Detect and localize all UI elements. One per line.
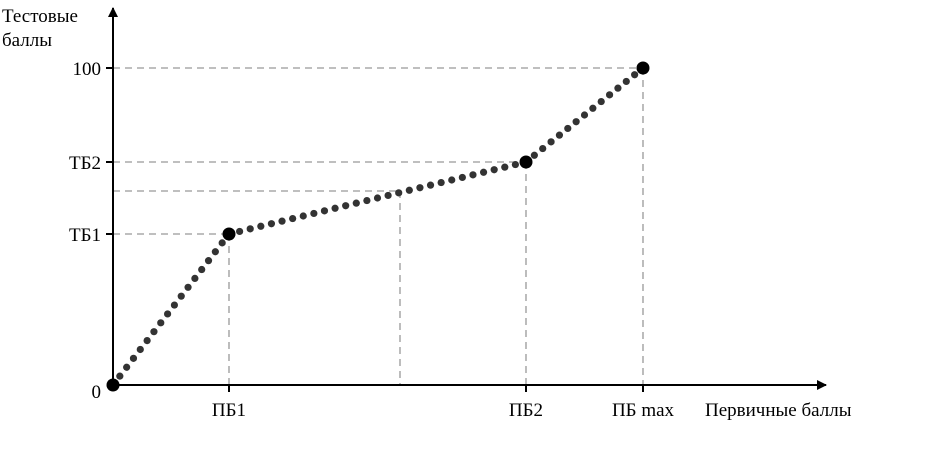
line-dot [184,283,192,291]
line-dot [267,220,276,228]
line-dot [170,301,179,309]
origin-label: 0 [92,382,102,403]
line-dot [257,222,265,230]
line-dot [405,186,413,194]
line-dot [136,345,144,354]
key-point-0 [106,378,120,392]
x-tick-label-pbmax: ПБ max [612,400,675,421]
line-dot [116,372,124,380]
line-dot [437,178,445,187]
dotted-line [116,71,639,380]
line-dot [605,91,614,99]
line-dot [299,212,307,220]
line-dot [511,160,519,169]
line-dot [289,214,297,223]
line-dot [211,248,219,256]
line-dot [416,184,424,192]
line-dot [547,138,555,146]
line-dot [622,77,630,86]
line-dot [384,191,392,200]
line-dot [580,111,589,119]
line-dot [320,207,329,215]
line-dot [177,292,185,300]
line-dot [564,124,572,133]
line-dot [555,131,564,139]
line-dot [331,204,339,212]
line-dot [218,239,226,247]
line-dot [310,209,318,218]
line-dot [448,176,456,184]
line-dot [352,199,360,207]
line-dot [198,265,206,274]
line-dot [143,336,151,345]
line-dot [458,173,466,182]
line-dot [342,202,350,210]
line-dot [236,227,244,236]
key-point-1 [222,227,236,241]
line-dot [597,97,605,106]
line-dot [129,354,138,362]
line-dot [589,104,597,112]
line-dot [469,171,477,179]
y-axis-label-line1: Тестовые [2,6,78,27]
line-dot [157,319,165,327]
line-dot [530,151,538,159]
line-dot [163,310,172,318]
y-tick-label-tb1: ТБ1 [69,225,101,246]
line-dot [373,194,382,202]
line-dot [123,363,131,371]
y-tick-label-tb2: ТБ2 [69,153,101,174]
x-tick-label-pb1: ПБ1 [212,400,246,421]
y-axis-label-line2: баллы [2,30,52,51]
line-dot [246,225,254,233]
key-points [106,61,650,392]
line-dot [572,118,580,126]
y-tick-label-100: 100 [73,59,102,80]
line-dot [631,71,639,79]
line-dot [395,189,403,197]
key-point-2 [519,155,533,169]
guide-lines [113,67,644,385]
x-tick-label-pb2: ПБ2 [509,400,543,421]
line-dot [278,217,286,225]
line-dot [614,84,622,92]
x-axis-label: Первичные баллы [705,400,852,421]
line-dot [363,196,371,205]
key-point-3 [636,61,650,75]
line-dot [490,166,498,174]
line-dot [501,163,509,171]
line-dot [539,144,547,153]
line-dot [479,168,488,176]
axes [106,7,827,392]
line-dot [426,181,435,189]
line-dot [204,257,213,265]
line-dot [191,274,199,283]
line-dot [150,328,158,336]
